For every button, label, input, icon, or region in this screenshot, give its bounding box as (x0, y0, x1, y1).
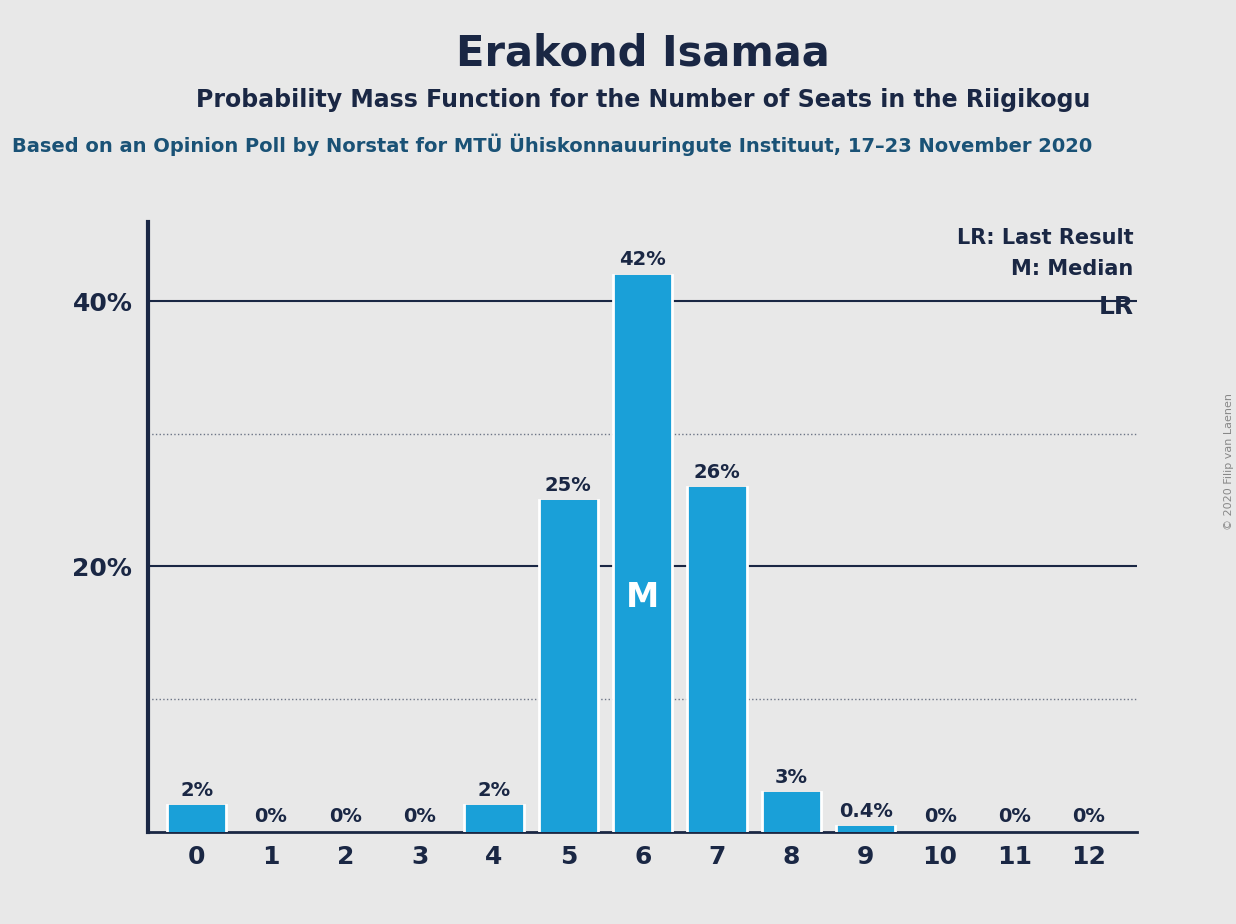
Text: 0%: 0% (923, 808, 957, 826)
Text: 26%: 26% (693, 463, 740, 481)
Text: 0%: 0% (1073, 808, 1105, 826)
Text: 0%: 0% (255, 808, 288, 826)
Text: Based on an Opinion Poll by Norstat for MTÜ Ühiskonnauuringute Instituut, 17–23 : Based on an Opinion Poll by Norstat for … (12, 134, 1093, 156)
Bar (167, 805, 226, 832)
Text: 42%: 42% (619, 250, 666, 270)
Text: 0%: 0% (329, 808, 362, 826)
Text: 3%: 3% (775, 768, 808, 786)
Text: 2%: 2% (477, 781, 510, 800)
Text: © 2020 Filip van Laenen: © 2020 Filip van Laenen (1224, 394, 1234, 530)
Text: LR: LR (1099, 295, 1133, 319)
Text: 0%: 0% (997, 808, 1031, 826)
Text: LR: Last Result: LR: Last Result (957, 228, 1133, 249)
Bar (836, 826, 896, 832)
Bar (539, 500, 598, 832)
Bar (761, 792, 821, 832)
Bar (613, 274, 672, 832)
Text: 0.4%: 0.4% (839, 802, 892, 821)
Text: 0%: 0% (403, 808, 436, 826)
Text: Erakond Isamaa: Erakond Isamaa (456, 32, 829, 74)
Text: M: M (627, 581, 659, 614)
Text: Probability Mass Function for the Number of Seats in the Riigikogu: Probability Mass Function for the Number… (195, 88, 1090, 112)
Text: 25%: 25% (545, 476, 592, 495)
Bar (687, 487, 747, 832)
Text: 2%: 2% (180, 781, 213, 800)
Bar (465, 805, 524, 832)
Text: M: Median: M: Median (1011, 259, 1133, 279)
